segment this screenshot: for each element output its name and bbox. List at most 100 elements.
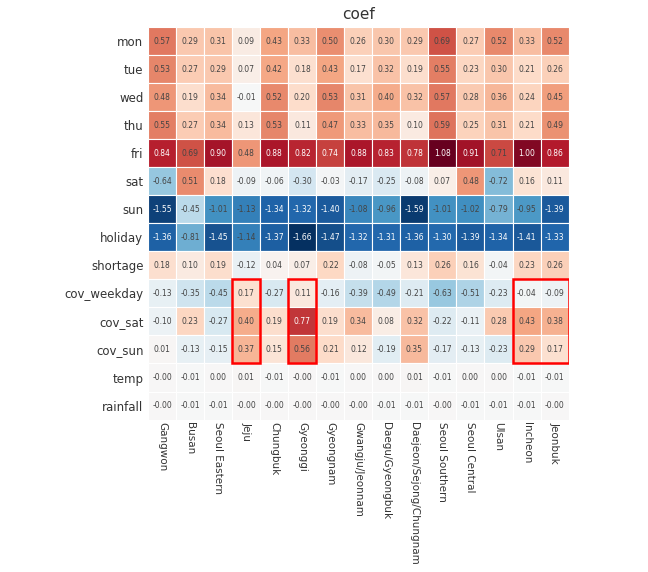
Text: -0.35: -0.35 [180, 289, 200, 298]
Bar [260, 55, 288, 84]
Bar [400, 55, 428, 84]
Bar [316, 335, 344, 363]
Text: -0.01: -0.01 [376, 401, 396, 410]
Text: -0.09: -0.09 [237, 177, 256, 186]
Text: -0.06: -0.06 [264, 177, 284, 186]
Bar [344, 84, 373, 112]
Text: -0.04: -0.04 [516, 289, 537, 298]
Bar [373, 308, 400, 335]
Bar [456, 224, 485, 252]
Bar [288, 224, 316, 252]
Bar [344, 27, 373, 55]
Bar [316, 280, 344, 308]
Bar [148, 280, 176, 308]
Bar [485, 55, 513, 84]
Bar [400, 280, 428, 308]
Text: -1.36: -1.36 [404, 233, 424, 242]
Bar [148, 252, 176, 280]
Bar [400, 140, 428, 168]
Text: -0.01: -0.01 [404, 401, 424, 410]
Text: -0.19: -0.19 [376, 345, 396, 354]
Bar [513, 224, 540, 252]
Bar [513, 55, 540, 84]
Text: -0.23: -0.23 [489, 345, 508, 354]
Text: 0.74: 0.74 [322, 149, 339, 158]
Bar [344, 224, 373, 252]
Text: -0.00: -0.00 [545, 401, 564, 410]
Text: 0.18: 0.18 [154, 261, 170, 270]
Bar [176, 391, 204, 419]
Bar [204, 252, 233, 280]
Bar [513, 84, 540, 112]
Bar [316, 27, 344, 55]
Bar [513, 391, 540, 419]
Text: -0.13: -0.13 [181, 345, 200, 354]
Text: 0.55: 0.55 [434, 65, 451, 74]
Bar [288, 168, 316, 196]
Bar [288, 280, 316, 308]
Bar [148, 55, 176, 84]
Bar [233, 252, 260, 280]
Text: 0.26: 0.26 [434, 261, 451, 270]
Text: 0.01: 0.01 [406, 373, 423, 382]
Text: 0.28: 0.28 [490, 317, 507, 326]
Bar [485, 112, 513, 140]
Text: 0.52: 0.52 [546, 37, 563, 46]
Bar [233, 391, 260, 419]
Bar [540, 168, 568, 196]
Text: 0.12: 0.12 [350, 345, 367, 354]
Text: 0.24: 0.24 [518, 93, 535, 102]
Bar [344, 363, 373, 391]
Bar [373, 168, 400, 196]
Text: 0.21: 0.21 [518, 121, 535, 130]
Text: -0.21: -0.21 [405, 289, 424, 298]
Bar [400, 196, 428, 224]
Text: 0.45: 0.45 [546, 93, 563, 102]
Text: -0.01: -0.01 [433, 373, 452, 382]
Text: 0.26: 0.26 [546, 261, 563, 270]
Text: -0.15: -0.15 [209, 345, 228, 354]
Text: -1.37: -1.37 [264, 233, 284, 242]
Bar [316, 252, 344, 280]
Text: -1.34: -1.34 [264, 205, 284, 214]
Bar [233, 335, 260, 363]
Text: 0.00: 0.00 [490, 373, 507, 382]
Text: 0.15: 0.15 [266, 345, 283, 354]
Bar [540, 280, 568, 308]
Text: -0.00: -0.00 [237, 401, 256, 410]
Text: -0.12: -0.12 [237, 261, 256, 270]
Text: -0.00: -0.00 [433, 401, 452, 410]
Bar [485, 280, 513, 308]
Text: 0.84: 0.84 [154, 149, 170, 158]
Bar [540, 335, 568, 363]
Bar [344, 168, 373, 196]
Text: -0.72: -0.72 [489, 177, 508, 186]
Bar [540, 55, 568, 84]
Bar [456, 363, 485, 391]
Bar [316, 112, 344, 140]
Text: 0.50: 0.50 [322, 37, 339, 46]
Text: -0.08: -0.08 [349, 261, 368, 270]
Text: 0.26: 0.26 [350, 37, 367, 46]
Bar [316, 363, 344, 391]
Bar [400, 112, 428, 140]
Bar [260, 112, 288, 140]
Bar [373, 335, 400, 363]
Text: 0.77: 0.77 [294, 317, 311, 326]
Text: 0.59: 0.59 [434, 121, 451, 130]
Bar [373, 280, 400, 308]
Bar [428, 391, 456, 419]
Bar [513, 140, 540, 168]
Bar [540, 27, 568, 55]
Text: -1.02: -1.02 [461, 205, 480, 214]
Text: -1.32: -1.32 [293, 205, 312, 214]
Text: -0.00: -0.00 [152, 401, 172, 410]
Text: 0.21: 0.21 [518, 65, 535, 74]
Text: -0.01: -0.01 [516, 401, 537, 410]
Text: 0.09: 0.09 [238, 37, 255, 46]
Text: 0.53: 0.53 [322, 93, 339, 102]
Bar [260, 224, 288, 252]
Text: 0.10: 0.10 [182, 261, 199, 270]
Text: -0.08: -0.08 [404, 177, 424, 186]
Bar [540, 391, 568, 419]
